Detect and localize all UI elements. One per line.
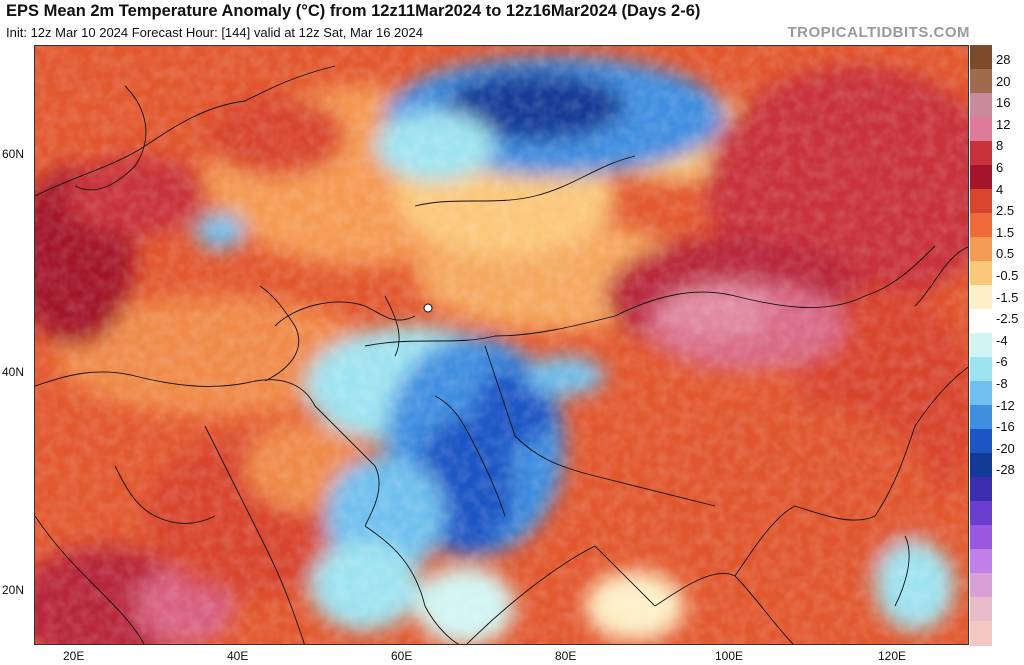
colorbar-segment: [970, 525, 992, 550]
lon-label-80e: 80E: [555, 649, 577, 663]
colorbar-tick-label: -2.5: [996, 311, 1019, 327]
colorbar-segment: [970, 621, 992, 646]
colorbar-segment: [970, 597, 992, 622]
colorbar-segment: [970, 189, 992, 214]
colorbar-segment: [970, 141, 992, 166]
colorbar-tick-label: -16: [996, 419, 1015, 435]
lon-label-120e: 120E: [878, 649, 907, 663]
map-title: EPS Mean 2m Temperature Anomaly (°C) fro…: [6, 2, 701, 20]
lon-label-40e: 40E: [227, 649, 249, 663]
colorbar-tick-label: 8: [996, 138, 1004, 154]
colorbar-segment: [970, 501, 992, 526]
colorbar-segment: [970, 405, 992, 430]
colorbar-tick-label: 16: [996, 95, 1011, 111]
colorbar-segment: [970, 381, 992, 406]
colorbar-tick-label: 12: [996, 116, 1011, 132]
colorbar-tick-label: -28: [996, 462, 1015, 478]
colorbar-segment: [970, 237, 992, 262]
colorbar-segment: [970, 477, 992, 502]
colorbar-segment: [970, 117, 992, 142]
lon-label-60e: 60E: [391, 649, 413, 663]
anomaly-field: [35, 46, 968, 644]
colorbar-tick-label: -1.5: [996, 289, 1019, 305]
anomaly-map: [34, 45, 969, 645]
colorbar-tick-label: -20: [996, 440, 1015, 456]
colorbar-segment: [970, 213, 992, 238]
colorbar-tick-label: 2.5: [996, 203, 1015, 219]
colorbar-tick-label: -8: [996, 376, 1008, 391]
lake-marker: [423, 303, 433, 313]
colorbar-segment: [970, 549, 992, 574]
lon-label-20e: 20E: [63, 649, 85, 663]
colorbar-segment: [970, 453, 992, 478]
colorbar-tick-label: -4: [996, 332, 1008, 348]
colorbar-segment: [970, 285, 992, 310]
colorbar-tick-label: 4: [996, 181, 1004, 197]
colorbar: [970, 45, 992, 646]
colorbar-tick-label: -12: [996, 397, 1015, 413]
colorbar-segment: [970, 309, 992, 334]
map-subtitle: Init: 12z Mar 10 2024 Forecast Hour: [14…: [6, 25, 423, 40]
coastlines: [35, 65, 968, 644]
brand-watermark: TROPICALTIDBITS.COM: [787, 24, 970, 41]
colorbar-tick-label: 6: [996, 160, 1004, 175]
colorbar-segment: [970, 333, 992, 358]
colorbar-segment: [970, 165, 992, 190]
colorbar-tick-label: 1.5: [996, 224, 1015, 240]
colorbar-tick-label: 28: [996, 52, 1011, 67]
colorbar-segment: [970, 573, 992, 598]
lat-label-40n: 40N: [2, 365, 25, 379]
colorbar-tick-label: -6: [996, 354, 1008, 370]
lat-label-60n: 60N: [2, 147, 25, 161]
lat-label-20n: 20N: [2, 583, 25, 597]
colorbar-segment: [970, 261, 992, 286]
colorbar-tick-label: -0.5: [996, 268, 1019, 283]
colorbar-segment: [970, 45, 992, 70]
noise-texture: [35, 46, 968, 644]
colorbar-segment: [970, 357, 992, 382]
lon-label-100e: 100E: [715, 649, 744, 663]
colorbar-segment: [970, 429, 992, 454]
colorbar-segment: [970, 69, 992, 94]
colorbar-segment: [970, 93, 992, 118]
colorbar-tick-label: 0.5: [996, 246, 1015, 262]
colorbar-tick-label: 20: [996, 73, 1011, 89]
